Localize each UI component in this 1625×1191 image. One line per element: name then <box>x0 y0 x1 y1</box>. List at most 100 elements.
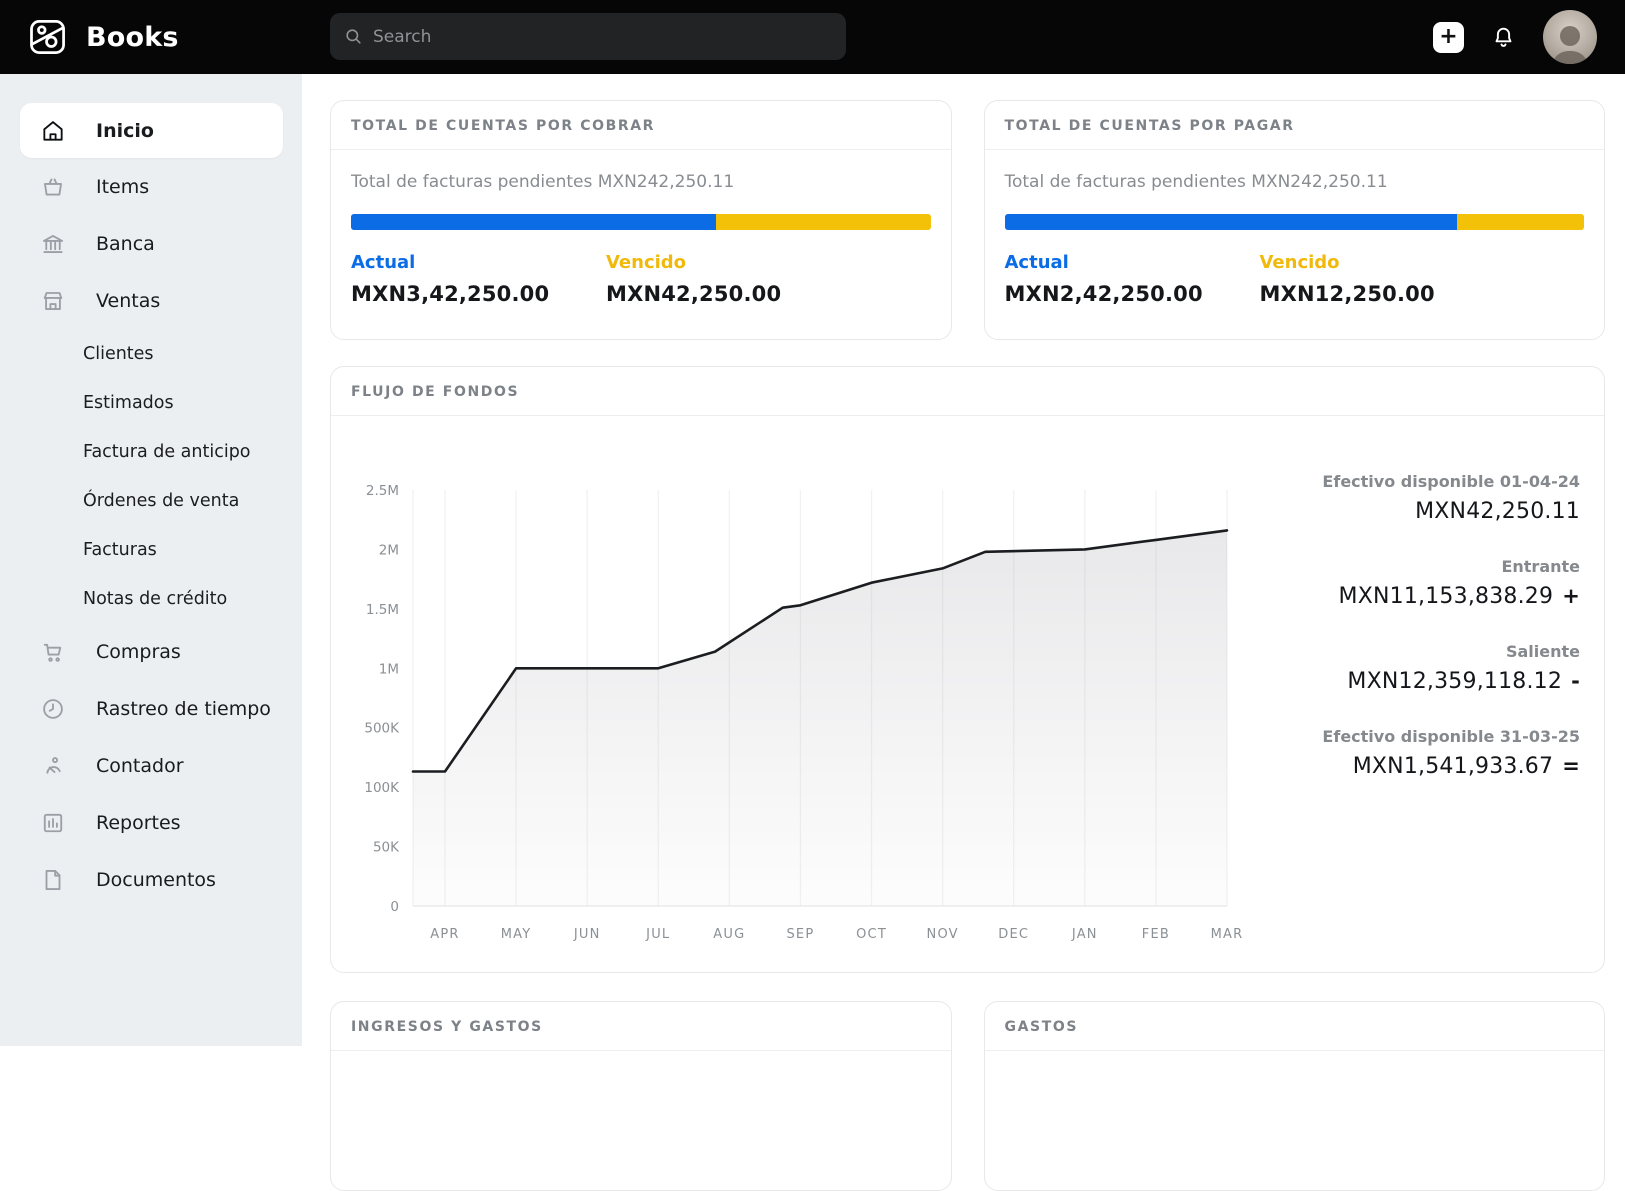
operator-symbol: + <box>1562 584 1580 608</box>
user-avatar[interactable] <box>1543 10 1597 64</box>
payables-card-title: TOTAL DE CUENTAS POR PAGAR <box>984 101 1604 150</box>
operator-symbol: - <box>1571 669 1580 693</box>
sidebar-item-label: Items <box>96 175 150 198</box>
cashflow-chart: 2.5M 2M 1.5M 1M 500K 100K 50K 0 APR MAY JUN JUL AUG S… <box>355 416 1247 958</box>
bottom-card-ingresos-y-gastos: INGRESOS Y GASTOS <box>330 1001 952 1191</box>
books-logo-icon <box>26 15 70 59</box>
cashflow-summary-label: Saliente <box>1505 642 1580 661</box>
y-axis-tick-label: 2M <box>379 542 399 558</box>
sidebar-item-rastreo-de-tiempo[interactable]: Rastreo de tiempo <box>0 680 302 737</box>
x-axis-month-label: OCT <box>856 927 887 942</box>
bar-chart-icon <box>40 810 66 836</box>
receivables-current-segment <box>351 214 717 230</box>
current-amount: MXN2,42,250.00 <box>1004 282 1203 306</box>
search-box[interactable] <box>330 13 846 60</box>
sidebar-item-label: Reportes <box>96 811 181 834</box>
sidebar-subitem-estimados[interactable]: Estimados <box>83 392 174 413</box>
cashflow-summary-value: MXN11,153,838.29 + <box>1262 584 1580 609</box>
y-axis-tick-label: 100K <box>364 780 400 796</box>
area-fill <box>413 530 1227 906</box>
cashflow-summary-value: MXN1,541,933.67 = <box>1262 754 1580 779</box>
cashflow-card: FLUJO DE FONDOS 2.5M 2M 1.5M 1M 500K 100K 50K 0… <box>330 366 1605 973</box>
cashflow-area-chart: 2.5M 2M 1.5M 1M 500K 100K 50K 0 APR MAY JUN JUL AUG S… <box>364 483 1244 942</box>
receivables-card: TOTAL DE CUENTAS POR COBRAR Total de fac… <box>330 100 952 340</box>
cashflow-summary-row: Efectivo disponible 01-04-24 MXN42,250.11 <box>1262 472 1580 524</box>
cashflow-summary-value: MXN42,250.11 <box>1262 499 1580 524</box>
cashflow-summary-label: Entrante <box>1501 557 1580 576</box>
bottom-card-gastos: GASTOS <box>983 1001 1605 1191</box>
card-title: GASTOS <box>984 1002 1604 1051</box>
x-axis-month-label: MAR <box>1211 927 1244 942</box>
overdue-label: Vencido <box>605 252 687 273</box>
bank-icon <box>40 231 66 257</box>
sidebar-item-label: Documentos <box>96 868 216 891</box>
x-axis-month-label: NOV <box>927 927 959 942</box>
y-axis-tick-label: 0 <box>390 899 399 915</box>
receivables-pending-text: Total de facturas pendientes MXN242,250.… <box>351 172 735 192</box>
search-icon <box>344 27 363 46</box>
amount-text: MXN42,250.11 <box>1415 499 1580 524</box>
cashflow-summary-row: Saliente MXN12,359,118.12- <box>1262 642 1580 694</box>
receivables-progress-bar <box>351 214 931 230</box>
cashflow-summary-label: Efectivo disponible 31-03-25 <box>1322 727 1580 746</box>
sidebar-subitem-clientes[interactable]: Clientes <box>83 343 154 364</box>
card-title: INGRESOS Y GASTOS <box>331 1002 951 1051</box>
topbar: Books + <box>0 0 1625 74</box>
quick-add-button[interactable]: + <box>1433 21 1464 53</box>
x-axis-month-label: SEP <box>786 927 814 942</box>
amount-text: MXN12,359,118.12 <box>1347 669 1563 694</box>
sidebar-nav: Inicio Items Banca Ventas Clientes Estimados F… <box>0 74 302 1046</box>
cashflow-summary-value: MXN12,359,118.12- <box>1262 669 1580 694</box>
receivables-card-title: TOTAL DE CUENTAS POR COBRAR <box>331 101 951 150</box>
sidebar-item-label: Inicio <box>96 119 154 142</box>
sidebar-item-label: Rastreo de tiempo <box>96 697 271 720</box>
cart-icon <box>40 639 66 665</box>
overdue-label: Vencido <box>1259 252 1340 273</box>
payables-pending-text: Total de facturas pendientes MXN242,250.… <box>1004 172 1388 192</box>
sidebar-subitem-factura-de-anticipo[interactable]: Factura de anticipo <box>83 441 251 462</box>
y-axis-tick-label: 2.5M <box>366 483 399 499</box>
x-axis-month-label: DEC <box>998 927 1029 942</box>
cashflow-summary-label: Efectivo disponible 01-04-24 <box>1322 472 1580 491</box>
app-brand: Books <box>0 15 179 59</box>
sidebar-item-banca[interactable]: Banca <box>0 215 302 272</box>
current-amount: MXN3,42,250.00 <box>351 282 550 306</box>
payables-progress-bar <box>1004 214 1584 230</box>
sidebar-item-reportes[interactable]: Reportes <box>0 794 302 851</box>
series-line <box>411 529 1229 773</box>
payables-card: TOTAL DE CUENTAS POR PAGAR Total de fact… <box>983 100 1605 340</box>
notifications-bell-icon[interactable] <box>1490 24 1517 51</box>
sidebar-item-ventas[interactable]: Ventas <box>0 272 302 329</box>
y-axis-tick-label: 1M <box>379 661 399 677</box>
x-axis-month-label: JAN <box>1071 927 1098 942</box>
sidebar-item-contador[interactable]: Contador <box>0 737 302 794</box>
cashflow-summary-row: Efectivo disponible 31-03-25 MXN1,541,933… <box>1262 727 1580 779</box>
sidebar-subitem-facturas[interactable]: Facturas <box>83 539 157 560</box>
person-icon <box>40 753 66 779</box>
current-label: Actual <box>1004 252 1069 273</box>
cashflow-summary-row: Entrante MXN11,153,838.29 + <box>1262 557 1580 609</box>
document-icon <box>40 867 66 893</box>
amount-text: MXN1,541,933.67 <box>1352 754 1554 779</box>
sidebar-subitem-notas-de-cr-dito[interactable]: Notas de crédito <box>83 588 228 609</box>
x-axis-month-label: JUN <box>573 927 601 942</box>
sidebar-item-items[interactable]: Items <box>0 158 302 215</box>
sidebar-item-documentos[interactable]: Documentos <box>0 851 302 908</box>
current-label: Actual <box>351 252 416 273</box>
sidebar-subitem--rdenes-de-venta[interactable]: Órdenes de venta <box>83 490 240 511</box>
payables-current-segment <box>1004 214 1457 230</box>
cashflow-card-title: FLUJO DE FONDOS <box>331 367 1604 416</box>
cashflow-summary-panel: Efectivo disponible 01-04-24 MXN42,250.11… <box>1262 416 1580 958</box>
y-axis-tick-label: 500K <box>364 721 400 737</box>
sidebar-item-inicio[interactable]: Inicio <box>20 103 283 158</box>
store-icon <box>40 288 66 314</box>
search-input[interactable] <box>373 26 832 47</box>
overdue-amount: MXN42,250.00 <box>605 282 782 306</box>
sidebar-item-label: Contador <box>96 754 184 777</box>
sidebar-item-compras[interactable]: Compras <box>0 623 302 680</box>
basket-icon <box>40 174 66 200</box>
x-axis-month-label: JUL <box>645 927 670 942</box>
x-axis-month-label: AUG <box>713 927 745 942</box>
sidebar-item-label: Banca <box>96 232 155 255</box>
main-content: TOTAL DE CUENTAS POR COBRAR Total de fac… <box>302 74 1625 1191</box>
